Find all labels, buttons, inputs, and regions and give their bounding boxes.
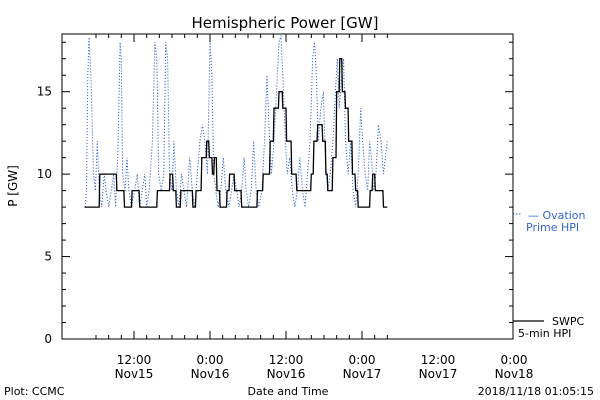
y-tick-label: 5 <box>44 250 52 264</box>
x-tick-label-date: Nov17 <box>343 367 382 381</box>
legend-swpc-label-line2: 5-min HPI <box>518 327 571 340</box>
x-tick-label-date: Nov15 <box>115 367 154 381</box>
footer-timestamp: 2018/11/18 01:05:15 <box>478 385 594 398</box>
footer-plot-credit: Plot: CCMC <box>4 385 65 398</box>
y-axis: 0 5 10 15 <box>37 41 513 346</box>
x-tick-label-time: 0:00 <box>197 353 224 367</box>
legend-ovation-prime: — Ovation Prime HPI <box>513 209 586 234</box>
x-tick-label-date: Nov17 <box>419 367 458 381</box>
y-tick-label: 0 <box>44 332 52 346</box>
series-layer <box>84 35 388 208</box>
x-axis: 12:00Nov150:00Nov1612:00Nov160:00Nov1712… <box>95 34 534 381</box>
x-tick-label-time: 12:00 <box>269 353 304 367</box>
x-tick-label-date: Nov16 <box>191 367 230 381</box>
plot-area-frame <box>61 33 514 340</box>
y-tick-label: 15 <box>37 85 52 99</box>
y-tick-label: 10 <box>37 167 52 181</box>
chart-title: Hemispheric Power [GW] <box>192 14 379 32</box>
legend-swpc-label-line1: SWPC <box>552 315 584 328</box>
x-tick-label-date: Nov18 <box>495 367 534 381</box>
x-tick-label-time: 0:00 <box>349 353 376 367</box>
series-swpc-line <box>84 58 388 208</box>
legend-ovation-label-line2: Prime HPI <box>526 221 579 234</box>
x-axis-label: Date and Time <box>248 385 329 398</box>
x-tick-label-time: 12:00 <box>117 353 152 367</box>
x-tick-label-time: 0:00 <box>501 353 528 367</box>
legend-ovation-label-line1: — Ovation <box>528 209 586 222</box>
legend-swpc: SWPC 5-min HPI <box>513 315 584 340</box>
y-axis-label: P [GW] <box>6 165 20 207</box>
x-tick-label-date: Nov16 <box>267 367 306 381</box>
x-tick-label-time: 12:00 <box>421 353 456 367</box>
